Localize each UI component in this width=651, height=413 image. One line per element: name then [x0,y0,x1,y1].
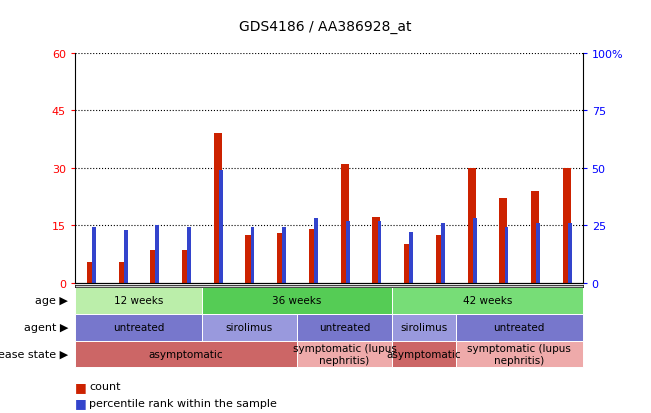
Text: agent ▶: agent ▶ [24,322,68,332]
Text: 12 weeks: 12 weeks [114,295,163,306]
Bar [456,341,583,368]
Bar [473,219,477,283]
Bar [118,262,126,283]
Text: untreated: untreated [113,322,164,332]
Bar [75,314,202,341]
Bar [187,228,191,283]
Bar [409,233,413,283]
Text: sirolimus: sirolimus [226,322,273,332]
Bar [536,223,540,283]
Bar [563,169,571,283]
Bar [392,341,456,368]
Bar [214,134,221,283]
Bar [150,250,158,283]
Bar [75,287,202,314]
Bar [251,228,255,283]
Bar [314,219,318,283]
Text: percentile rank within the sample: percentile rank within the sample [89,398,277,408]
Bar [531,191,539,283]
Text: symptomatic (lupus
nephritis): symptomatic (lupus nephritis) [293,343,396,365]
Bar [346,221,350,283]
Bar [309,230,317,283]
Text: count: count [89,381,120,391]
Bar [505,228,508,283]
Text: sirolimus: sirolimus [400,322,448,332]
Bar [156,225,159,283]
Bar [392,287,583,314]
Bar [219,171,223,283]
Bar [202,287,392,314]
Bar [340,164,348,283]
Bar [499,199,507,283]
Bar [92,228,96,283]
Bar [378,221,381,283]
Text: asymptomatic: asymptomatic [387,349,462,359]
Bar [372,218,380,283]
Bar [392,314,456,341]
Text: untreated: untreated [319,322,370,332]
Bar [456,314,583,341]
Bar [283,228,286,283]
Text: ■: ■ [75,396,87,409]
Bar [297,341,392,368]
Bar [441,223,445,283]
Bar [75,341,297,368]
Text: symptomatic (lupus
nephritis): symptomatic (lupus nephritis) [467,343,571,365]
Bar [124,230,128,283]
Text: disease state ▶: disease state ▶ [0,349,68,359]
Bar [568,223,572,283]
Bar [245,235,253,283]
Text: asymptomatic: asymptomatic [148,349,223,359]
Bar [404,244,412,283]
Bar [467,169,475,283]
Text: ■: ■ [75,380,87,393]
Bar [297,314,392,341]
Bar [202,314,297,341]
Text: untreated: untreated [493,322,545,332]
Text: 36 weeks: 36 weeks [272,295,322,306]
Bar [182,250,190,283]
Bar [87,262,94,283]
Text: GDS4186 / AA386928_at: GDS4186 / AA386928_at [240,20,411,34]
Bar [436,235,444,283]
Bar [277,233,285,283]
Text: 42 weeks: 42 weeks [463,295,512,306]
Text: age ▶: age ▶ [36,295,68,306]
